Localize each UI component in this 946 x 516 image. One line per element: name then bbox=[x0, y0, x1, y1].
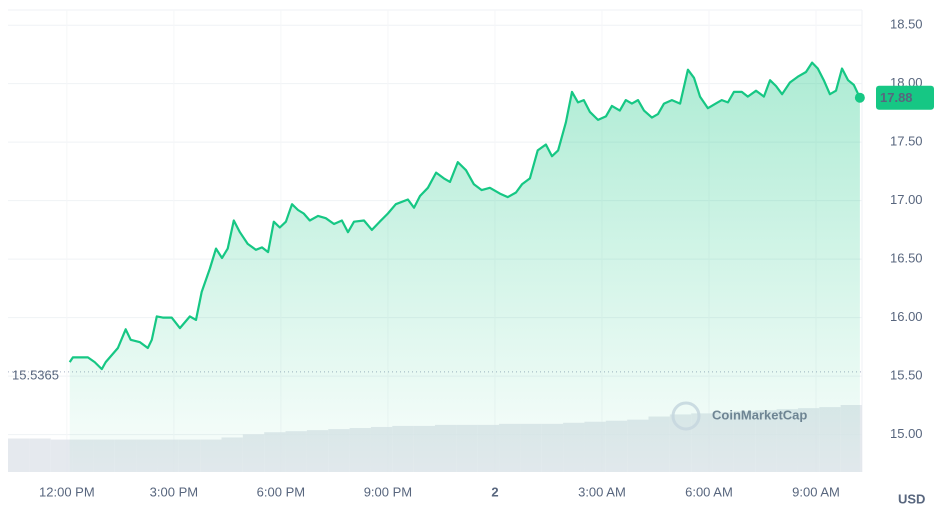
last-point bbox=[854, 92, 865, 103]
price-area bbox=[69, 62, 860, 472]
y-tick-label: 17.00 bbox=[890, 192, 923, 207]
reference-label: 15.5365 bbox=[12, 367, 59, 382]
x-tick-label: 12:00 PM bbox=[39, 484, 95, 499]
y-tick-label: 17.50 bbox=[890, 134, 923, 149]
x-tick-label: 6:00 AM bbox=[685, 484, 733, 499]
x-tick-label: 6:00 PM bbox=[257, 484, 305, 499]
volume-bar bbox=[50, 439, 73, 472]
x-tick-label: 9:00 PM bbox=[364, 484, 412, 499]
x-tick-label: 3:00 PM bbox=[150, 484, 198, 499]
y-tick-label: 16.50 bbox=[890, 251, 923, 266]
price-badge bbox=[876, 85, 934, 110]
unit-label: USD bbox=[898, 491, 925, 506]
y-tick-label: 18.50 bbox=[890, 17, 923, 32]
y-tick-label: 15.50 bbox=[890, 368, 923, 383]
x-tick-label: 2 bbox=[491, 484, 498, 499]
y-tick-label: 15.00 bbox=[890, 426, 923, 441]
y-tick-label: 16.00 bbox=[890, 309, 923, 324]
price-badge-label: 17.88 bbox=[880, 90, 913, 105]
volume-bar bbox=[29, 438, 51, 472]
x-tick-label: 9:00 AM bbox=[792, 484, 840, 499]
price-line bbox=[68, 61, 861, 371]
volume-bar bbox=[8, 438, 30, 472]
x-tick-label: 3:00 AM bbox=[578, 484, 626, 499]
